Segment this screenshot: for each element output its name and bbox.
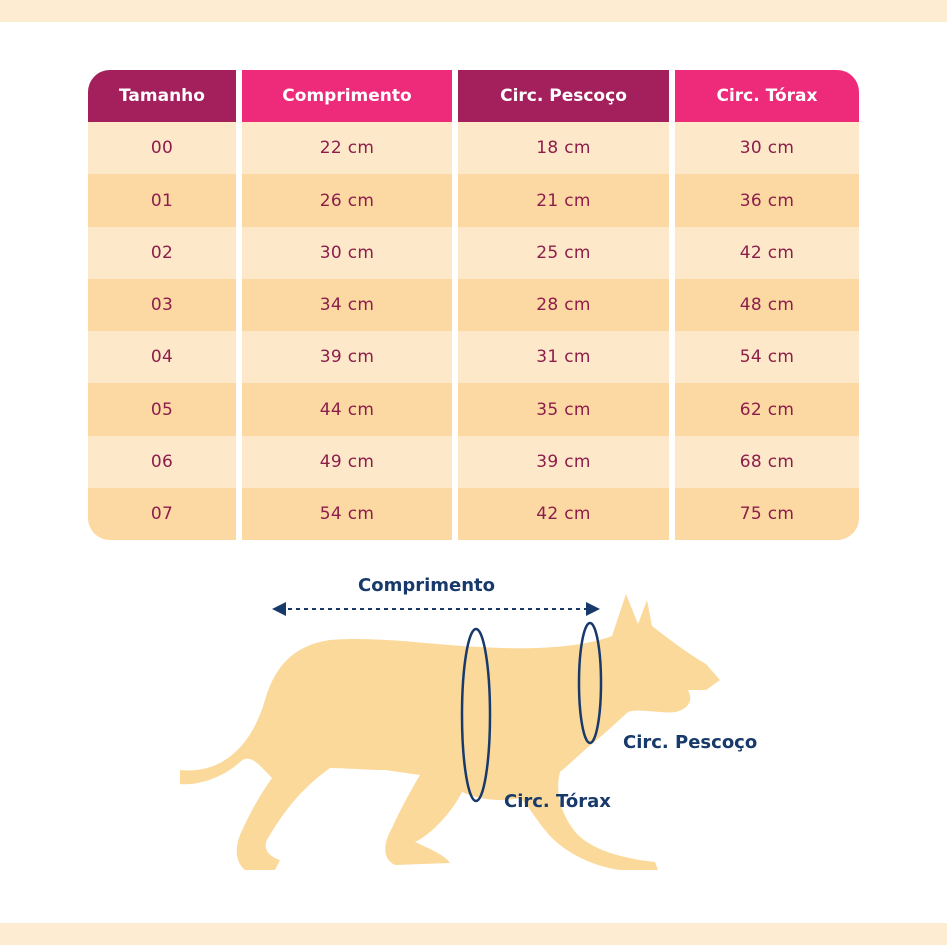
table-cell: 62 cm [739,399,795,420]
chest-label: Circ. Tórax [504,791,611,812]
header-circ-pescoco: Circ. Pescoço [458,70,669,122]
table-cell: 25 cm [536,243,591,263]
table-cell: 06 [150,452,174,472]
header-tamanho-label: Tamanho [119,86,205,106]
table-cell: 42 cm [739,243,795,263]
table-row-bg [88,122,859,174]
table-cell: 49 cm [319,452,375,472]
table-cell: 07 [150,504,174,524]
table-cell: 42 cm [536,504,591,524]
table-row-bg [88,383,859,436]
table-row-bg [88,227,859,279]
column-divider [236,70,242,540]
table-cell: 22 cm [319,138,375,158]
table-row-bg [88,436,859,488]
table-row-bg [88,331,859,383]
length-arrow-right-head [586,602,600,616]
table-cell: 54 cm [319,504,375,524]
table-cell: 75 cm [739,504,795,524]
length-label: Comprimento [358,575,496,596]
bottom-band [0,923,947,945]
table-cell: 01 [150,190,174,211]
table-cell: 34 cm [319,295,375,315]
header-circ-pescoco-label: Circ. Pescoço [500,86,627,106]
table-cell: 04 [150,347,174,367]
header-tamanho: Tamanho [88,70,236,122]
neck-label: Circ. Pescoço [623,732,758,753]
table-cell: 30 cm [739,138,795,158]
table-cell: 28 cm [536,295,591,315]
table-cell: 68 cm [739,452,795,472]
table-cell: 00 [150,138,174,158]
table-row-bg [88,174,859,227]
table-cell: 26 cm [319,190,375,211]
top-band [0,0,947,22]
size-table: Tamanho Comprimento Circ. Pescoço Circ. … [88,70,859,540]
column-divider [452,70,458,540]
table-cell: 48 cm [739,295,795,315]
table-cell: 02 [150,243,174,263]
table-cell: 30 cm [319,243,375,263]
column-divider [669,70,675,540]
table-cell: 18 cm [536,138,591,158]
table-cell: 54 cm [739,347,795,367]
table-cell: 39 cm [319,347,375,367]
table-cell: 31 cm [536,347,591,367]
table-row-bg [88,279,859,331]
table-cell: 21 cm [536,190,591,211]
header-comprimento-label: Comprimento [282,86,412,106]
table-cell: 05 [150,399,174,420]
neck-measure-loop [577,621,603,745]
table-cell: 39 cm [536,452,591,472]
header-circ-torax: Circ. Tórax [675,70,859,122]
table-cell: 35 cm [536,399,591,420]
length-arrow-left-head [272,602,286,616]
header-comprimento: Comprimento [242,70,452,122]
table-cell: 44 cm [319,399,375,420]
table-row-bg [88,488,859,540]
dog-silhouette [180,594,720,870]
table-cell: 03 [150,295,174,315]
chest-measure-loop [460,627,492,803]
table-cell: 36 cm [739,190,795,211]
header-circ-torax-label: Circ. Tórax [716,86,818,106]
